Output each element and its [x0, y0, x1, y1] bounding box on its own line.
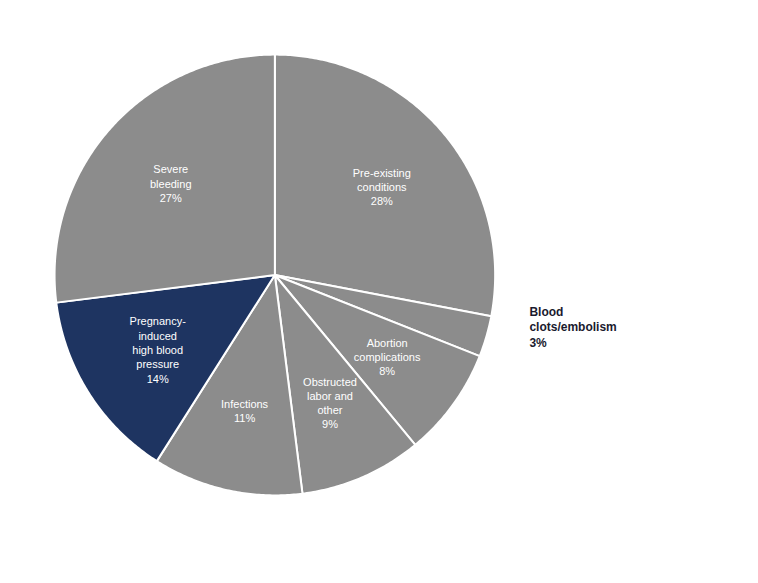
svg-text:Severebleeding27%: Severebleeding27% — [150, 163, 192, 204]
svg-text:Pregnancy-inducedhigh bloodpre: Pregnancy-inducedhigh bloodpressure14% — [130, 315, 187, 384]
svg-text:Obstructedlabor andother9%: Obstructedlabor andother9% — [303, 376, 357, 431]
svg-text:Abortioncomplications8%: Abortioncomplications8% — [354, 337, 421, 378]
svg-text:Infections11%: Infections11% — [221, 398, 269, 424]
svg-text:Bloodclots/embolism3%: Bloodclots/embolism3% — [529, 305, 616, 350]
svg-text:Pre-existingconditions28%: Pre-existingconditions28% — [353, 167, 411, 208]
